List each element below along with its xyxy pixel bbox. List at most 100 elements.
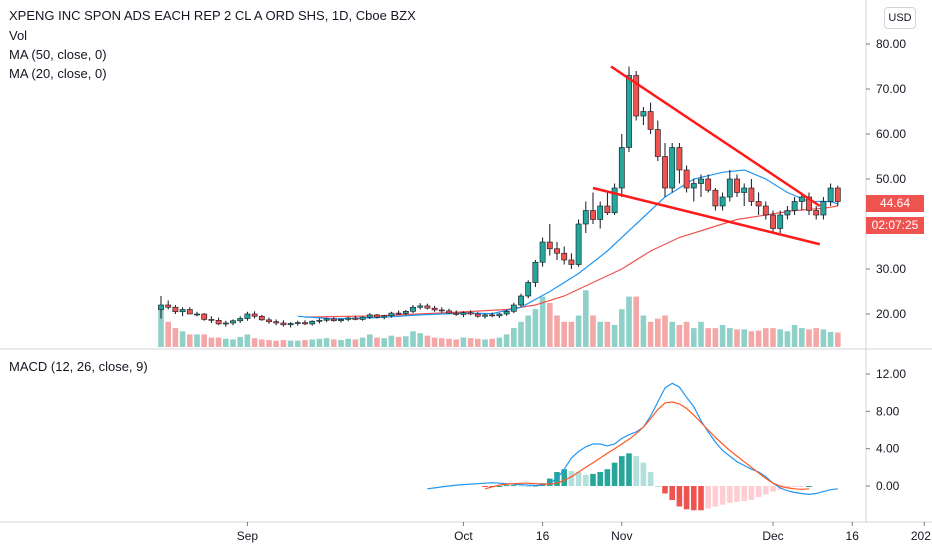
candle-body (662, 156, 668, 189)
candle-body (338, 319, 344, 322)
candle-body (777, 214, 784, 229)
volume-bar (266, 340, 272, 347)
candle-body (532, 261, 539, 283)
candle-body (827, 187, 834, 202)
candle-body (215, 319, 222, 325)
x-tick-label: Nov (611, 529, 632, 543)
volume-bar (295, 340, 301, 347)
macd-histogram-bar (496, 486, 503, 487)
candle-body (194, 313, 200, 316)
legend-vol[interactable]: Vol (9, 28, 28, 43)
candle-body (366, 314, 373, 318)
volume-bar (446, 338, 452, 347)
candle-body (510, 304, 517, 312)
volume-bar (359, 337, 366, 347)
macd-histogram-bar (748, 486, 755, 500)
x-tick-label: 2021 (911, 529, 932, 543)
trendlines[interactable] (592, 65, 821, 246)
candle-body (345, 317, 352, 320)
legend-macd[interactable]: MACD (12, 26, close, 9) (9, 359, 148, 374)
macd-y-tick-label: 12.00 (876, 367, 906, 381)
candle-body (446, 310, 452, 314)
legend-ma50[interactable]: MA (50, close, 0) (9, 47, 107, 62)
candle-body (294, 322, 301, 324)
signal-line (484, 401, 810, 490)
y-tick-label: 30.00 (876, 262, 906, 276)
candle-body (179, 309, 186, 313)
volume-bar (230, 339, 236, 347)
volume-bar (575, 315, 582, 347)
candle-body (186, 309, 193, 315)
candle-body (251, 313, 258, 317)
volume-bar (208, 337, 215, 347)
candle-body (230, 320, 236, 324)
macd-histogram-bar (597, 472, 603, 486)
volume-bar (287, 340, 294, 347)
candle-body (316, 319, 323, 322)
macd-histogram-bar (662, 486, 668, 494)
volume-bar (561, 321, 567, 347)
x-tick-label: Oct (454, 529, 473, 543)
macd-y-tick-label: 0.00 (876, 479, 900, 493)
volume-bar (439, 338, 445, 347)
macd-histogram-bar (791, 486, 798, 487)
candle-body (460, 312, 467, 315)
candle-body (222, 322, 229, 325)
volume-bar (165, 321, 171, 347)
volume-bar (554, 315, 560, 347)
macd-histogram-bar (503, 485, 510, 487)
volume-bar (403, 336, 409, 347)
candle-body (287, 323, 294, 326)
volume-bar (604, 321, 611, 347)
volume-bar (662, 315, 668, 347)
symbol-title[interactable]: XPENG INC SPON ADS EACH REP 2 CL A ORD S… (9, 8, 416, 23)
candle-body (172, 306, 179, 313)
macd-histogram-bar (647, 472, 654, 486)
candle-body (410, 306, 416, 312)
moving-averages (297, 169, 838, 320)
candle-body (244, 313, 251, 319)
volume-bar (518, 321, 524, 347)
macd-histogram-bar (669, 486, 675, 500)
volume-bar (273, 340, 279, 347)
axes (0, 0, 932, 523)
candle-body (618, 147, 625, 189)
x-tick-label: Dec (762, 529, 783, 543)
volume-bar (799, 328, 805, 347)
candle-body (561, 252, 568, 261)
y-tick-label: 60.00 (876, 127, 906, 141)
candle-body (323, 318, 330, 321)
volume-bar (547, 302, 553, 347)
macd-histogram-bar (719, 486, 726, 505)
volume-bar (683, 321, 690, 347)
volume-bar (201, 334, 207, 347)
candle-body (201, 313, 208, 320)
volume-bar (647, 321, 654, 347)
candle-body (669, 147, 676, 189)
volume-bar (352, 339, 359, 347)
volume-bar (748, 331, 755, 347)
candle-body (266, 319, 272, 322)
currency-button[interactable]: USD (884, 7, 916, 29)
candle-body (352, 317, 359, 320)
macd-histogram-bar (640, 462, 647, 486)
volume-bar (691, 328, 697, 347)
trendline-lower (592, 186, 821, 246)
candle-body (676, 147, 683, 171)
volume-bar (345, 338, 351, 347)
volume-bar (539, 296, 546, 347)
volume-bar (338, 340, 344, 347)
volume-bar (741, 329, 747, 347)
candle-body (626, 75, 632, 148)
volume-bar (820, 329, 827, 347)
candle-body (309, 320, 316, 325)
volume-bar (215, 337, 222, 347)
volume-bar (827, 331, 834, 347)
countdown-label: 02:07:25 (866, 217, 924, 234)
candle-body (575, 223, 582, 265)
macd-histogram-bar (676, 486, 683, 507)
legend-ma20[interactable]: MA (20, close, 0) (9, 66, 107, 81)
volume-bar (698, 321, 704, 347)
macd-histogram-bar (626, 453, 632, 486)
candle-body (683, 169, 690, 189)
